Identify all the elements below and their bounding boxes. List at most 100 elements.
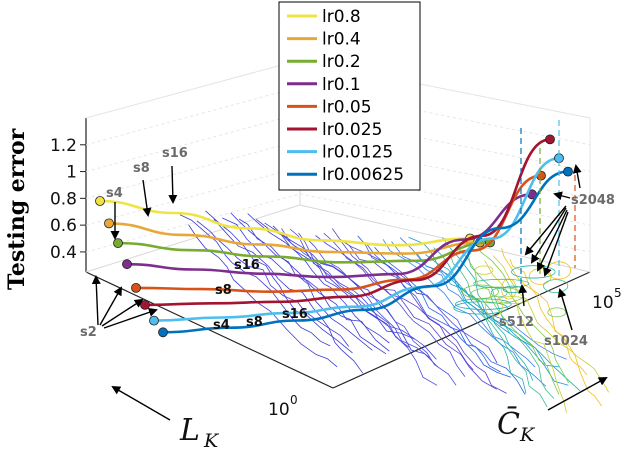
contour-line: [331, 228, 498, 364]
y-axis-subscript: K: [519, 424, 536, 446]
y-tick-10e5: 10 5: [592, 286, 622, 313]
contour-line: [365, 243, 501, 373]
label-mid-s8-a: s8: [215, 283, 232, 298]
series-point-lr0.00625: [158, 327, 168, 338]
z-tick-label: 1: [66, 163, 77, 183]
contour-line: [374, 247, 526, 395]
x-tick-base: 10: [268, 400, 290, 420]
series-point-lr0.025: [140, 299, 150, 310]
contour-line: [492, 255, 610, 393]
legend-label-lr0.0125: lr0.0125: [322, 143, 393, 163]
contour-line: [474, 265, 494, 275]
legend-label-lr0.8: lr0.8: [322, 7, 361, 27]
annotation-arrows: [91, 164, 608, 421]
z-tick-label: 0.6: [50, 216, 77, 236]
arrow-CK: [547, 377, 608, 411]
contour-line: [247, 213, 390, 344]
x-axis-label: L K: [179, 413, 220, 451]
series-line-lr0.2: [117, 241, 491, 264]
label-s2: s2: [80, 325, 97, 340]
contour-line: [543, 279, 569, 293]
grid-line: [85, 139, 301, 199]
y-tick-exp: 5: [614, 286, 622, 300]
legend-label-lr0.05: lr0.05: [322, 97, 372, 117]
contour-line: [547, 307, 567, 318]
series-line-lr0.4: [108, 222, 481, 255]
series-line-lr0.025: [144, 138, 551, 307]
contour-line: [450, 256, 548, 408]
legend-label-lr0.4: lr0.4: [322, 30, 361, 50]
series-point-lr0.8: [95, 196, 105, 206]
contour-line: [382, 239, 547, 387]
arrow-s2-d: [103, 308, 158, 329]
contour-line: [357, 235, 512, 378]
grid-line: [85, 166, 301, 226]
arrow-s2-c: [101, 298, 144, 327]
label-mid-s16-b: s16: [282, 307, 308, 322]
series-line-lr0.8: [99, 199, 471, 247]
arrow-s512: [518, 284, 528, 307]
label-s8: s8: [133, 161, 150, 176]
x-tick-10e0: 10 0: [268, 393, 298, 420]
label-s512: s512: [499, 315, 534, 330]
label-s16: s16: [162, 146, 188, 161]
series-point-lr0.2: [113, 238, 123, 249]
contour-line: [179, 214, 331, 347]
arrow-s16: [168, 165, 178, 204]
arrow-s2048-c: [524, 205, 567, 256]
label-s1024: s1024: [544, 334, 588, 349]
arrow-s2048-b: [572, 164, 582, 189]
arrow-s2048-e: [536, 209, 568, 272]
arrow-s2048-d: [530, 207, 567, 264]
contour-line: [475, 241, 570, 384]
contour-line: [230, 212, 387, 355]
arrow-s2-b: [99, 286, 122, 326]
contour-line: [484, 295, 503, 317]
contour-line: [272, 225, 439, 368]
y-tick-base: 10: [592, 293, 614, 313]
y-axis-symbol: C̄: [497, 406, 520, 442]
contour-line: [511, 265, 556, 279]
contour-line: [467, 252, 560, 395]
legend-label-lr0.2: lr0.2: [322, 52, 361, 72]
contour-line: [458, 249, 555, 399]
contour-line: [196, 220, 350, 347]
x-axis-subscript: K: [203, 430, 220, 451]
label-s2048: s2048: [571, 193, 615, 208]
grid-line: [85, 86, 301, 146]
series-point-lr0.0125: [149, 315, 159, 326]
z-axis-label: Testing error: [4, 128, 30, 290]
contour-line: [509, 259, 602, 407]
contour-line: [205, 210, 353, 354]
contour-line: [238, 218, 390, 352]
contour-line: [455, 298, 512, 310]
z-tick-label: 1.2: [50, 136, 77, 156]
label-mid-s8-b: s8: [246, 315, 263, 330]
contour-line: [255, 218, 410, 348]
series-line-lr0.0125: [153, 156, 560, 322]
contour-line: [441, 237, 534, 381]
contour-line: [490, 287, 508, 298]
x-tick-exp: 0: [290, 393, 298, 407]
arrow-s2048-a: [553, 191, 571, 201]
legend-box: [278, 1, 421, 191]
label-mid-s16-a: s16: [234, 258, 260, 273]
legend-label-lr0.1: lr0.1: [322, 75, 361, 95]
arrow-LK: [111, 385, 171, 421]
grid-line: [85, 113, 301, 173]
arrow-s2-a: [91, 275, 101, 326]
z-tick-label: 0.8: [50, 189, 77, 209]
z-axis-ticks: 0.4 0.6 0.8 1 1.2: [50, 136, 86, 263]
y-axis-label: C̄ K: [497, 406, 536, 446]
series-line-lr0.00625: [162, 170, 569, 334]
arrow-s8: [142, 179, 152, 217]
legend-label-lr0.00625: lr0.00625: [322, 165, 404, 185]
x-axis-symbol: L: [179, 413, 200, 448]
contour-line: [473, 278, 530, 289]
series-point-lr0.05: [131, 282, 141, 293]
series-point-lr0.4: [104, 218, 114, 229]
contour-line: [213, 218, 364, 374]
series-point-lr0.025: [545, 134, 555, 145]
